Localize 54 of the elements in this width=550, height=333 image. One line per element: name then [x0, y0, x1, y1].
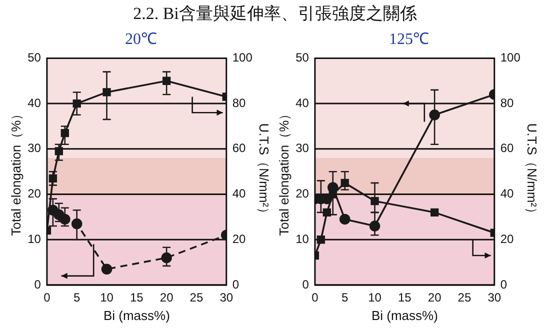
point: [54, 147, 63, 156]
text: 2.2. Bi含量與延伸率、引張強度之關係: [132, 3, 418, 25]
point: [316, 236, 326, 244]
y-tick-label: 30: [28, 141, 42, 156]
x-tick-label: 15: [398, 290, 412, 305]
y-tick-label: 40: [296, 96, 310, 110]
x-tick-label: 10: [368, 290, 382, 305]
y2-tick-label: 0: [500, 277, 508, 292]
point: [322, 208, 331, 217]
x-tick-label: 25: [190, 290, 204, 305]
y-tick-label: 40: [28, 96, 42, 110]
x-tick-label: 20: [160, 290, 174, 305]
x-tick-label: 5: [342, 290, 349, 305]
y2-tick-label: 100: [500, 50, 521, 65]
chart-subtitle: 125℃: [388, 30, 430, 49]
x-tick-label: 10: [100, 290, 114, 305]
x-tick-label: 20: [428, 290, 442, 305]
y-tick-label: 0: [302, 277, 310, 292]
x-tick-label: 0: [44, 290, 51, 305]
y2-tick-label: 20: [232, 232, 246, 246]
y2-axis-title: U.T.S（N/mm²）: [256, 123, 272, 220]
y-tick-label: 20: [28, 186, 42, 201]
point: [102, 88, 111, 96]
chart-subtitle: 20℃: [124, 30, 158, 49]
y2-tick-label: 40: [232, 186, 246, 201]
x-tick-label: 30: [488, 290, 502, 305]
y-tick-label: 10: [296, 232, 310, 246]
y2-tick-label: 20: [500, 232, 514, 246]
y-tick-label: 50: [296, 50, 310, 65]
y-tick-label: 20: [296, 186, 310, 201]
x-axis-title: Bi (mass%): [103, 308, 170, 323]
y2-tick-label: 80: [500, 96, 514, 110]
x-tick-label: 5: [74, 290, 81, 305]
y2-tick-label: 100: [232, 50, 253, 65]
y2-axis-title: U.T.S（N/mm²）: [524, 123, 540, 220]
x-tick-label: 15: [130, 290, 144, 305]
y-tick-label: 30: [296, 141, 310, 156]
y-axis-title: Total elongation（%）: [276, 107, 292, 236]
y-tick-label: 50: [28, 50, 42, 65]
x-tick-label: 30: [220, 290, 234, 305]
y-tick-label: 0: [34, 277, 42, 292]
y2-tick-label: 60: [232, 141, 246, 156]
point: [339, 214, 350, 225]
y2-tick-label: 80: [232, 96, 246, 110]
point: [430, 208, 439, 217]
y2-tick-label: 60: [500, 141, 514, 156]
y-axis-title: Total elongation（%）: [8, 107, 24, 236]
x-axis-title: Bi (mass%): [371, 308, 438, 323]
y2-tick-label: 0: [232, 277, 240, 292]
x-tick-label: 25: [458, 290, 472, 305]
point: [101, 264, 112, 275]
y-tick-label: 10: [28, 232, 42, 246]
x-tick-label: 0: [312, 290, 319, 305]
y2-tick-label: 40: [500, 186, 514, 201]
